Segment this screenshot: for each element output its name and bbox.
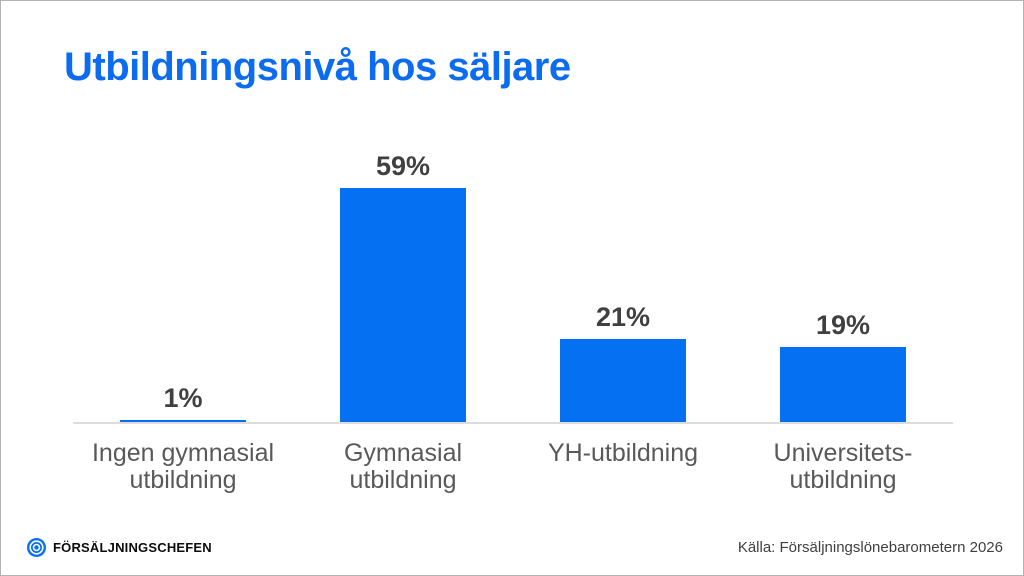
brand-name: FÖRSÄLJNINGSCHEFEN (53, 539, 212, 555)
source-note: Källa: Försäljningslönebarometern 2026 (737, 539, 1003, 556)
bar (780, 347, 906, 424)
category-label: Universitets- utbildning (773, 439, 913, 494)
bar (340, 188, 466, 424)
bullseye-icon (27, 537, 46, 557)
bar (560, 339, 686, 424)
bar-chart: 1% 59% 21% 19% (73, 151, 953, 424)
category-label: YH-utbildning (547, 439, 699, 467)
bar-value-label: 1% (163, 383, 203, 413)
chart-title: Utbildningsnivå hos säljare (64, 45, 571, 89)
category-labels: Ingen gymnasial utbildning Gymnasial utb… (73, 440, 953, 494)
bar-column: 1% (73, 151, 293, 424)
brand-logo: FÖRSÄLJNINGSCHEFEN (27, 537, 212, 557)
bar-value-label: 59% (375, 151, 431, 181)
bar-value-label: 21% (595, 302, 651, 332)
category-label: Ingen gymnasial utbildning (91, 439, 275, 494)
category-label: Gymnasial utbildning (343, 439, 463, 494)
bar-value-label: 19% (815, 310, 871, 340)
x-axis-line (73, 422, 953, 424)
bar-column: 59% (293, 151, 513, 424)
bar-column: 21% (513, 151, 733, 424)
bar-column: 19% (733, 151, 953, 424)
